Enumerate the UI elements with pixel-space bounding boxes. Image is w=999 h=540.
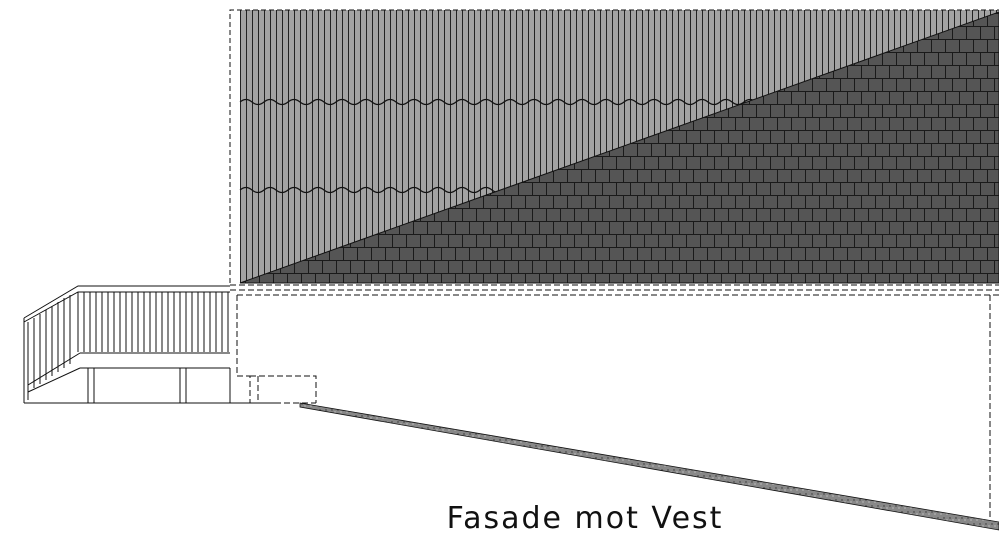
roof-outline — [229, 9, 999, 283]
overlap-line — [239, 98, 757, 106]
overlap-line — [239, 186, 541, 194]
ground — [299, 402, 999, 531]
fascia — [230, 284, 999, 522]
caption: Fasade mot Vest — [447, 501, 724, 536]
roof-shingles — [239, 11, 999, 284]
railing-balusters — [33, 292, 229, 388]
deck — [23, 285, 275, 404]
